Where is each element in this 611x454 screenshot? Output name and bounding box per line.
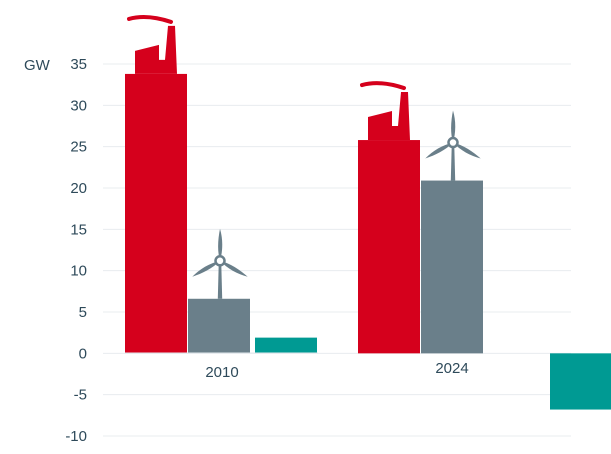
y-tick-label: 25 xyxy=(70,139,87,156)
x-axis-categories: 2010 2024 xyxy=(205,360,468,381)
factory-icon xyxy=(360,81,410,141)
y-tick-label: 15 xyxy=(70,221,87,238)
bars xyxy=(125,73,611,410)
y-axis-ticks: 35 30 25 20 15 10 5 0 -5 -10 xyxy=(65,56,87,445)
y-tick-label: 5 xyxy=(79,304,87,321)
factory-icon xyxy=(127,14,177,74)
wind-turbine-icon xyxy=(192,228,248,299)
y-tick-label: -10 xyxy=(65,428,87,445)
bar-series-1-2010 xyxy=(188,298,250,354)
bar-series-0-2024 xyxy=(358,140,420,354)
wind-turbine-icon xyxy=(425,110,481,181)
y-tick-label: 30 xyxy=(70,97,87,114)
y-tick-label: 0 xyxy=(79,345,87,362)
bar-icons xyxy=(127,14,481,299)
y-tick-label: -5 xyxy=(74,387,87,404)
x-category-label: 2024 xyxy=(435,360,468,377)
y-tick-label: 35 xyxy=(70,56,87,73)
bar-series-2-2024 xyxy=(550,353,611,410)
bar-series-0-2010 xyxy=(125,73,187,354)
bar-series-2-2010 xyxy=(255,337,317,354)
bar-series-1-2024 xyxy=(421,180,483,354)
y-axis-unit-label: GW xyxy=(24,57,51,74)
y-tick-label: 20 xyxy=(70,180,87,197)
x-category-label: 2010 xyxy=(205,364,238,381)
y-tick-label: 10 xyxy=(70,263,87,280)
